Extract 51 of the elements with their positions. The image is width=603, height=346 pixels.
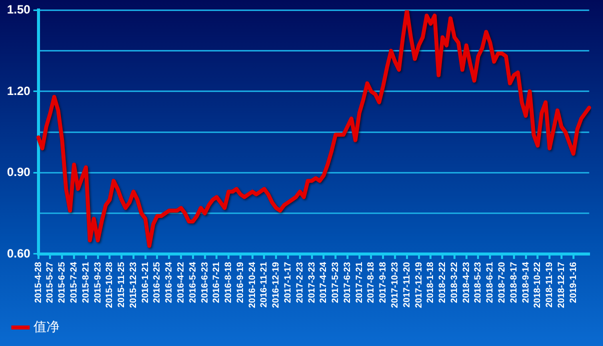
x-tick-label: 2016-7-21	[211, 262, 222, 304]
x-tick-label: 2017-12-19	[413, 262, 424, 308]
x-tick-label: 2017-8-18	[366, 262, 376, 304]
x-tick-label: 2017-7-21	[354, 262, 364, 304]
x-tick-label: 2016-12-19	[270, 262, 281, 308]
x-tick-label: 2016-10-24	[246, 262, 257, 308]
x-tick-label: 2017-5-23	[330, 262, 340, 304]
x-tick-label: 2019-1-16	[568, 262, 578, 304]
x-tick-label: 2016-6-23	[199, 262, 210, 304]
x-tick-label: 2018-1-18	[425, 262, 436, 304]
x-tick-label: 2018-12-17	[556, 262, 566, 308]
x-tick-label: 2018-8-17	[508, 262, 518, 304]
x-tick-label: 2015-8-21	[80, 262, 90, 304]
x-tick-label: 2016-4-22	[176, 262, 186, 304]
x-tick-label: 2017-2-23	[294, 262, 304, 304]
x-tick-label: 2018-9-14	[520, 262, 530, 304]
x-tick-label: 2018-4-23	[460, 262, 471, 304]
x-tick-label: 2016-2-25	[152, 262, 162, 304]
x-tick-label: 2018-11-19	[544, 262, 554, 308]
y-tick-label: 0.60	[6, 246, 31, 260]
x-tick-label: 2016-5-24	[187, 262, 198, 304]
x-tick-label: 2017-11-20	[401, 262, 412, 308]
x-tick-label: 2016-9-19	[234, 262, 245, 304]
x-tick-label: 2015-12-23	[128, 262, 138, 308]
y-tick-label: 1.50	[6, 2, 31, 17]
x-tick-label: 2017-6-23	[342, 262, 352, 304]
x-tick-label: 2017-9-18	[378, 262, 388, 304]
x-tick-label: 2015-5-27	[44, 262, 55, 304]
x-tick-label: 2015-6-25	[56, 262, 67, 304]
x-tick-label: 2018-5-23	[472, 262, 483, 304]
x-tick-label: 2018-6-21	[484, 262, 495, 304]
x-tick-label: 2018-2-22	[437, 262, 448, 304]
x-tick-label: 2017-1-17	[282, 262, 293, 304]
x-tick-label: 2015-9-23	[92, 262, 102, 304]
legend-label: 值净	[34, 320, 60, 335]
x-tick-label: 2015-7-24	[68, 262, 79, 304]
x-tick-label: 2015-4-28	[32, 262, 43, 304]
x-tick-label: 2016-8-18	[223, 262, 234, 304]
x-tick-label: 2017-10-23	[390, 262, 400, 308]
x-tick-label: 2018-10-22	[532, 262, 542, 308]
x-tick-label: 2017-3-23	[306, 262, 316, 304]
x-tick-label: 2016-1-21	[140, 262, 150, 304]
x-tick-label: 2018-3-22	[448, 262, 459, 304]
y-tick-label: 1.20	[6, 84, 31, 98]
x-tick-label: 2015-10-28	[104, 262, 114, 308]
y-tick-label: 0.90	[6, 165, 31, 180]
x-tick-label: 2018-7-20	[496, 262, 506, 304]
x-tick-label: 2015-11-25	[116, 262, 126, 308]
x-tick-label: 2016-3-24	[164, 262, 174, 304]
x-tick-label: 2016-11-21	[258, 262, 269, 308]
x-tick-label: 2017-4-24	[318, 262, 328, 304]
